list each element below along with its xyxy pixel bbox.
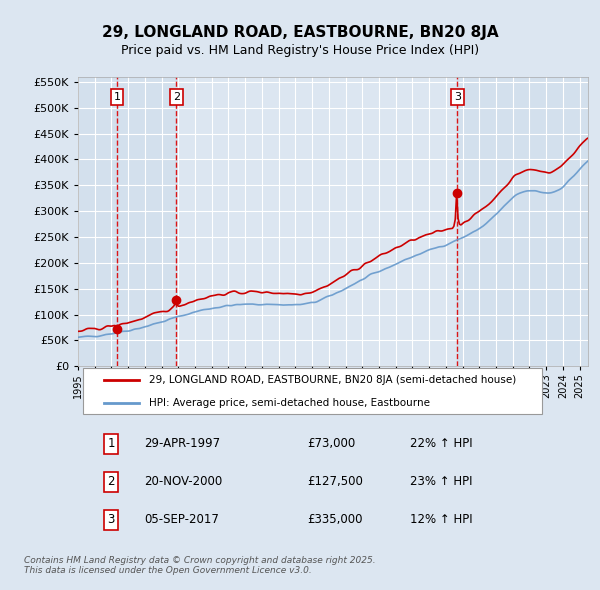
Text: Price paid vs. HM Land Registry's House Price Index (HPI): Price paid vs. HM Land Registry's House … [121,44,479,57]
Text: £335,000: £335,000 [308,513,363,526]
Text: 1: 1 [113,92,121,102]
Text: Contains HM Land Registry data © Crown copyright and database right 2025.
This d: Contains HM Land Registry data © Crown c… [24,556,376,575]
Bar [457,77,588,366]
Bar [117,77,176,366]
Text: 12% ↑ HPI: 12% ↑ HPI [409,513,472,526]
Text: 2: 2 [107,476,115,489]
FancyBboxPatch shape [83,368,542,414]
Text: 05-SEP-2017: 05-SEP-2017 [145,513,219,526]
Bar [78,77,117,366]
Text: 3: 3 [454,92,461,102]
Text: £127,500: £127,500 [308,476,364,489]
Text: 23% ↑ HPI: 23% ↑ HPI [409,476,472,489]
Text: 1: 1 [107,437,115,451]
Text: 22% ↑ HPI: 22% ↑ HPI [409,437,472,451]
Text: £73,000: £73,000 [308,437,356,451]
Text: 29, LONGLAND ROAD, EASTBOURNE, BN20 8JA: 29, LONGLAND ROAD, EASTBOURNE, BN20 8JA [101,25,499,40]
Text: 29-APR-1997: 29-APR-1997 [145,437,220,451]
Text: 20-NOV-2000: 20-NOV-2000 [145,476,223,489]
Text: 2: 2 [173,92,180,102]
Text: 29, LONGLAND ROAD, EASTBOURNE, BN20 8JA (semi-detached house): 29, LONGLAND ROAD, EASTBOURNE, BN20 8JA … [149,375,517,385]
Text: 3: 3 [107,513,115,526]
Text: HPI: Average price, semi-detached house, Eastbourne: HPI: Average price, semi-detached house,… [149,398,430,408]
